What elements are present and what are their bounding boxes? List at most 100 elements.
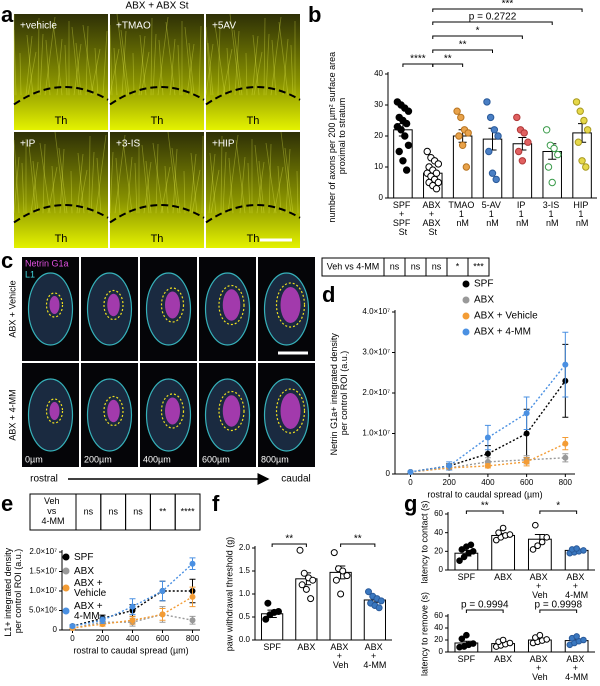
y-tick-label: 3.0×10⁷ — [362, 348, 390, 357]
data-point — [554, 150, 562, 159]
y-axis-label: Netrin G1a+ integrated density per contr… — [329, 331, 349, 456]
data-point — [464, 129, 472, 137]
y-axis-label: latency to remove (s) — [419, 592, 429, 676]
region-label: Th — [247, 115, 260, 127]
fiber — [278, 21, 289, 96]
data-point — [457, 113, 465, 122]
data-point — [529, 546, 537, 553]
fiber — [52, 21, 63, 96]
table-cell-text: ns — [432, 261, 442, 271]
y-tick-label: 0 — [439, 647, 444, 656]
annotation: **** — [410, 54, 426, 65]
bracket — [432, 63, 464, 67]
x-tick-label: ABX + 4-MM — [363, 642, 386, 670]
x-tick-label: ABX — [297, 642, 315, 652]
data-point — [550, 144, 558, 153]
fiber — [165, 21, 176, 96]
fiber — [235, 139, 246, 214]
y-tick-label: 20 — [374, 131, 383, 140]
fiber — [152, 142, 164, 214]
data-point — [298, 581, 306, 589]
netrin-signal — [280, 393, 301, 429]
image-label: +HIP — [212, 139, 235, 150]
data-point — [463, 631, 470, 639]
bracket — [539, 510, 578, 514]
data-point — [330, 549, 338, 557]
data-point — [129, 617, 136, 624]
x-tick-label: SPF — [263, 642, 281, 652]
y-tick-label: 2.0×10⁷ — [362, 388, 390, 397]
x-tick-label: ABX + 4-MM — [565, 572, 588, 600]
roi — [160, 287, 185, 323]
fiber — [42, 143, 46, 214]
fiber — [75, 42, 82, 96]
roi — [103, 395, 124, 427]
y-tick-label: 40 — [374, 69, 383, 78]
y-tick-label: 60 — [434, 509, 443, 518]
fiber — [172, 148, 178, 214]
fiber — [21, 162, 25, 214]
data-point — [513, 113, 521, 122]
roi — [45, 292, 64, 318]
fiber — [296, 170, 299, 214]
data-point — [494, 132, 502, 140]
x-tick-label: ABX + Veh — [530, 654, 551, 682]
fiber — [186, 43, 195, 96]
fiber — [39, 142, 51, 214]
legend-label: SPF — [474, 279, 493, 290]
fiber — [138, 35, 146, 96]
fiber — [282, 38, 289, 96]
x-axis-label: rostral to caudal spread (µm) — [73, 645, 188, 655]
fiber — [152, 33, 157, 96]
x-tick-label: TMAO 1 nM — [448, 200, 477, 228]
y-tick-label: 1.0 — [239, 589, 251, 598]
data-point — [343, 572, 351, 580]
netrin-signal — [49, 296, 60, 314]
image-label: +IP — [20, 139, 36, 150]
fiber — [239, 156, 246, 214]
fiber — [189, 153, 197, 214]
annotation: p = 0.9994 — [461, 600, 509, 611]
y-tick-label: 40 — [434, 528, 443, 537]
fiber — [71, 26, 80, 96]
data-point — [460, 553, 468, 561]
data-point — [264, 599, 272, 607]
data-point — [538, 538, 546, 546]
data-point — [404, 107, 413, 115]
data-point — [485, 147, 493, 156]
micrograph — [110, 132, 204, 248]
y-tick-label: 5.0×10⁶ — [29, 606, 57, 615]
data-point — [492, 175, 500, 184]
y-tick-label: 1.0×10⁷ — [362, 429, 390, 438]
data-point — [562, 454, 569, 461]
roi — [103, 289, 124, 321]
panel-letter: a — [1, 2, 14, 27]
legend-marker — [462, 296, 470, 304]
annotation: p = 0.2722 — [469, 12, 517, 23]
y-tick-label: 60 — [434, 611, 443, 620]
legend-label: ABX + 4-MM — [474, 327, 531, 338]
region-label: Th — [55, 233, 68, 245]
legend-marker — [62, 584, 70, 592]
fiber — [145, 160, 152, 214]
fiber — [121, 30, 127, 96]
fiber — [28, 144, 37, 214]
bracket — [465, 609, 504, 613]
image-label: +vehicle — [20, 21, 57, 32]
data-point — [423, 147, 431, 156]
fiber — [139, 34, 147, 96]
region-label: Th — [151, 115, 164, 127]
annotation: p = 0.9998 — [534, 600, 582, 611]
fiber — [210, 169, 220, 214]
boundary — [109, 85, 205, 106]
data-point — [189, 617, 196, 624]
fiber — [27, 51, 37, 96]
roi — [275, 282, 306, 328]
fiber — [271, 39, 277, 96]
table-header: Veh vs 4-MM — [327, 261, 380, 271]
table-cell-text: ns — [108, 506, 118, 516]
data-point — [532, 521, 539, 529]
legend-marker — [462, 312, 470, 320]
y-tick-label: 30 — [374, 100, 383, 109]
legend-marker — [62, 567, 70, 575]
